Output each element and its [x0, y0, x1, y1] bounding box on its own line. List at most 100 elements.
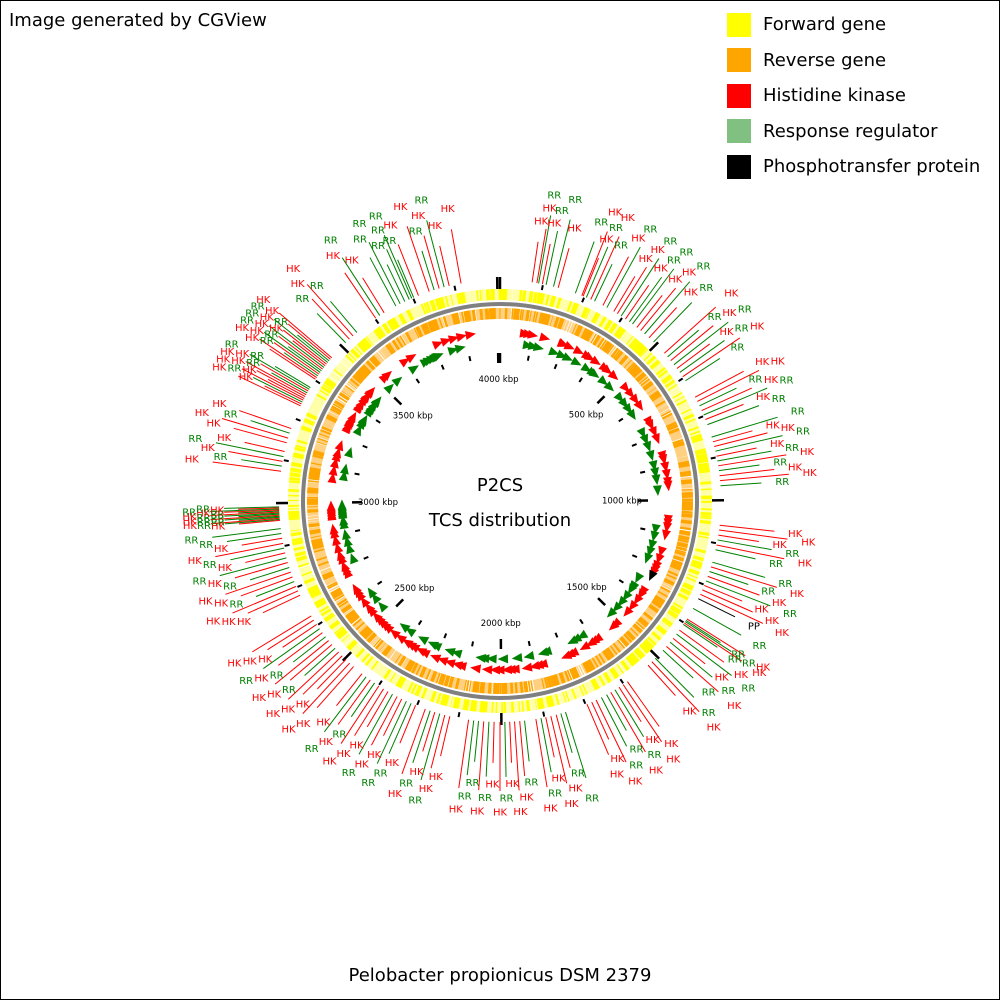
forward-gene-mark [678, 590, 690, 599]
forward-gene-mark [404, 680, 412, 692]
rr-label: RR [239, 676, 253, 687]
reverse-gene-mark [368, 358, 378, 368]
reverse-gene-mark [454, 312, 461, 325]
forward-gene-mark [409, 682, 416, 694]
inner-major-tick [597, 597, 607, 607]
hk-arrow [651, 432, 660, 445]
hk-leader-line [245, 361, 307, 396]
reverse-gene-mark [513, 682, 518, 694]
hk-leader-line [582, 258, 600, 297]
reverse-gene-mark [338, 600, 349, 608]
reverse-gene-mark [509, 682, 514, 694]
rr-leader-line [388, 703, 412, 754]
forward-gene-mark [439, 693, 447, 706]
forward-gene-mark [302, 420, 315, 428]
forward-gene-mark [377, 327, 386, 338]
reverse-gene-mark [661, 583, 673, 591]
forward-gene-mark [316, 601, 327, 609]
hk-arrow [658, 453, 668, 465]
reverse-gene-mark [403, 333, 410, 344]
forward-gene-mark [290, 462, 303, 468]
reverse-gene-mark [318, 563, 331, 571]
forward-gene-mark [620, 660, 629, 671]
reverse-gene-mark [408, 329, 417, 341]
reverse-gene-mark [470, 680, 474, 692]
reverse-gene-mark [407, 330, 415, 342]
hk-arrow [444, 659, 456, 669]
forward-gene-mark [538, 697, 543, 710]
forward-gene-mark [631, 340, 642, 352]
reverse-gene-mark [618, 637, 628, 648]
hk-leader-line [259, 338, 317, 378]
rr-leader-line [420, 713, 441, 781]
reverse-gene-mark [333, 399, 345, 409]
pp-label: PP [748, 622, 760, 633]
reverse-gene-mark [456, 678, 462, 690]
reverse-gene-mark [679, 530, 691, 535]
reverse-gene-mark [433, 671, 440, 683]
reverse-gene-mark [660, 410, 672, 417]
rr-label: RR [211, 513, 225, 524]
reverse-gene-mark [314, 551, 327, 558]
forward-gene-mark [571, 302, 579, 315]
forward-gene-mark [429, 300, 437, 312]
forward-gene-mark [398, 313, 407, 325]
forward-gene-mark [686, 573, 698, 580]
forward-gene-mark [333, 367, 344, 377]
reverse-gene-mark [341, 604, 353, 614]
forward-gene-mark [508, 701, 512, 713]
forward-gene-mark [695, 546, 707, 552]
forward-gene-mark [568, 301, 575, 313]
reverse-gene-mark [532, 679, 537, 691]
forward-gene-mark [313, 597, 325, 605]
forward-gene-mark [601, 317, 610, 330]
rr-arrow [337, 499, 347, 510]
forward-gene-mark [690, 432, 702, 438]
reverse-gene-mark [572, 666, 581, 678]
forward-gene-mark [581, 683, 588, 695]
reverse-gene-mark [347, 612, 358, 622]
forward-gene-mark [442, 694, 449, 707]
hk-label: HK [243, 657, 258, 668]
rr-label: RR [609, 223, 623, 234]
hk-leader-line [450, 229, 462, 284]
reverse-gene-mark [676, 543, 688, 549]
rr-leader-line [212, 528, 281, 538]
hk-arrow [656, 552, 665, 565]
rr-label: RR [699, 283, 713, 294]
reverse-gene-mark [308, 477, 320, 481]
reverse-gene-mark [516, 681, 521, 694]
hk-arrow [437, 657, 449, 666]
forward-gene-mark [288, 519, 301, 525]
reverse-gene-mark [561, 319, 567, 331]
hk-arrow [365, 603, 376, 615]
reverse-gene-mark [606, 344, 615, 355]
forward-gene-mark [573, 303, 580, 315]
rr-label: RR [197, 521, 211, 532]
inner-minor-tick [578, 377, 583, 383]
hk-label: HK [639, 254, 654, 265]
reverse-gene-mark [428, 320, 437, 332]
forward-gene-mark [452, 293, 459, 306]
reverse-gene-mark [638, 376, 649, 385]
reverse-gene-mark [681, 490, 693, 494]
rr-label: RR [196, 504, 210, 515]
reverse-gene-mark [313, 450, 325, 456]
forward-gene-mark [672, 391, 683, 400]
forward-gene-mark [444, 295, 451, 307]
forward-gene-mark [567, 301, 574, 313]
hk-arrow [440, 338, 452, 347]
rr-leader-line [715, 549, 756, 560]
reverse-gene-mark [487, 682, 492, 694]
rr-label: RR [230, 600, 244, 611]
forward-gene-mark [694, 548, 707, 555]
reverse-gene-mark [516, 308, 521, 320]
forward-gene-mark [679, 589, 691, 597]
forward-gene-mark [425, 301, 433, 313]
rr-leader-line [249, 567, 290, 581]
forward-gene-mark [700, 483, 712, 488]
hk-label: HK [316, 718, 331, 729]
hk-label: HK [781, 423, 796, 434]
hk-leader-line [718, 534, 759, 542]
reverse-gene-mark [354, 620, 365, 631]
